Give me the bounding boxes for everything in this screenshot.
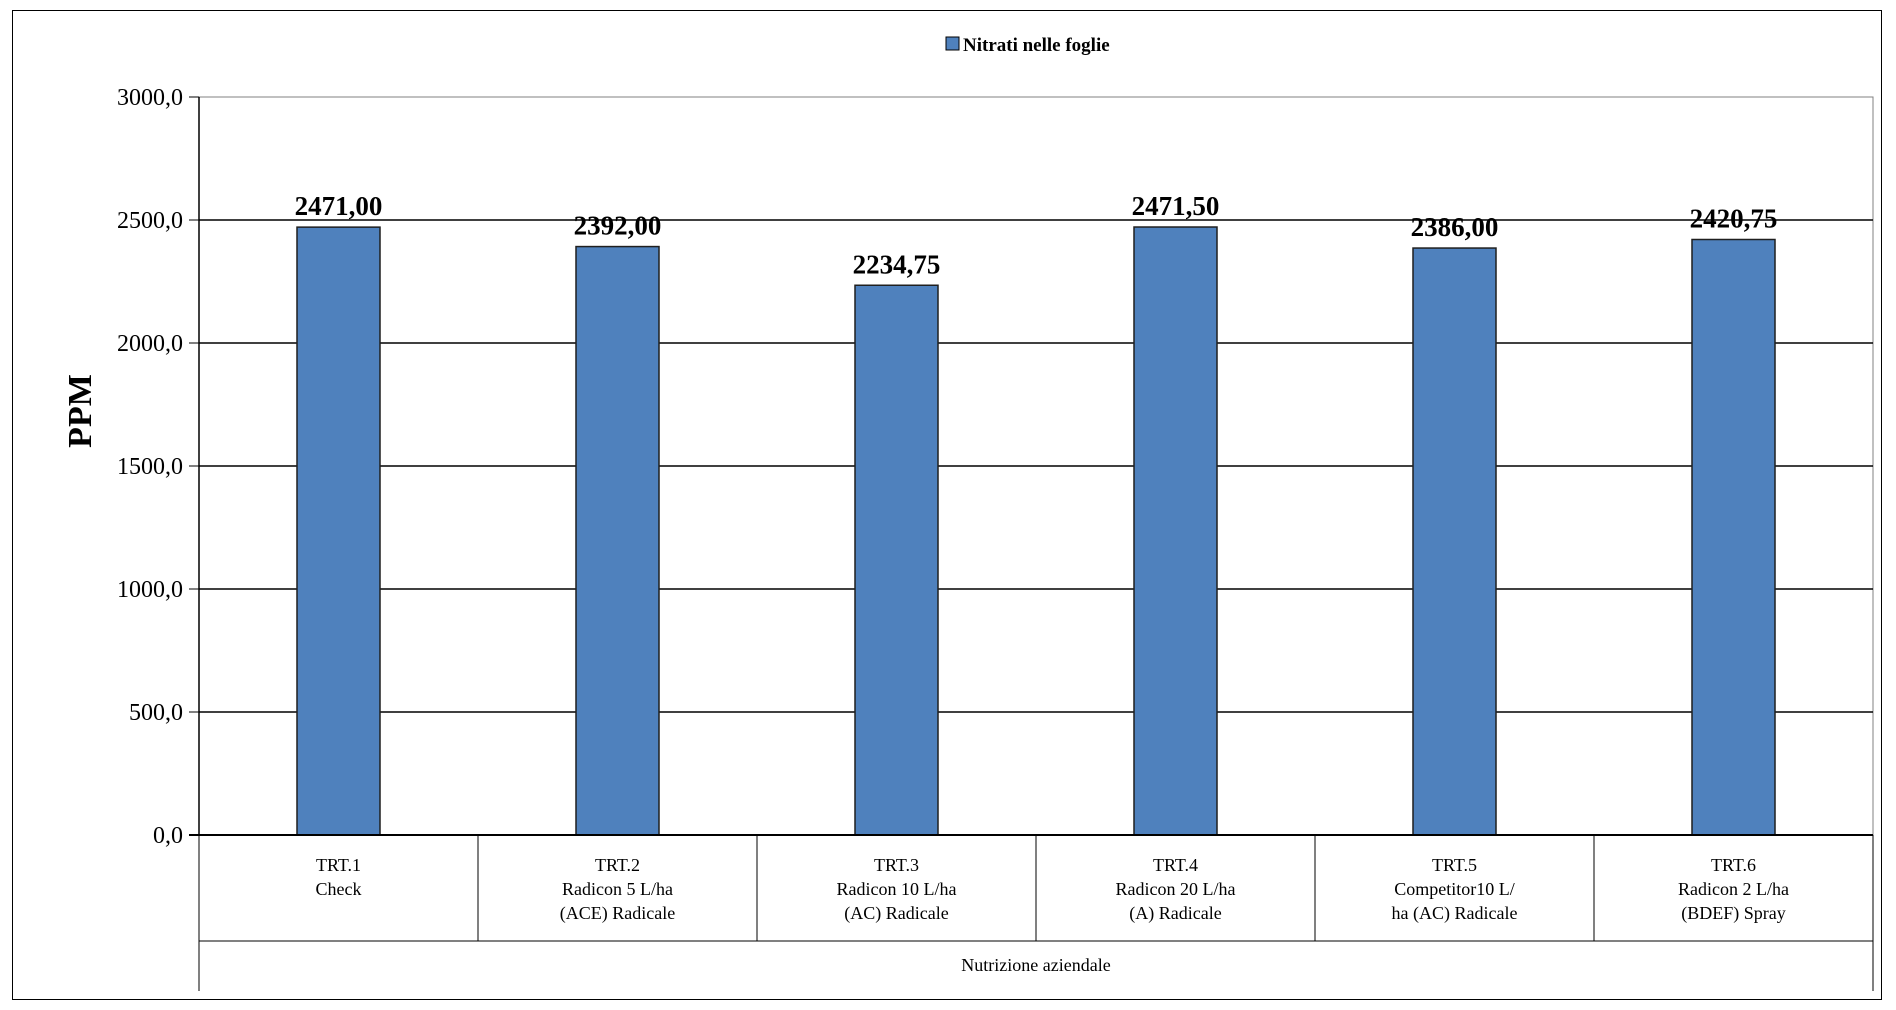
x-tick-label-line: Radicon 5 L/ha [562, 879, 673, 899]
x-tick-label-line: TRT.3 [874, 855, 919, 875]
legend: Nitrati nelle foglie [945, 35, 1110, 56]
x-tick-label: TRT.4 Radicon 20 L/ha (A) Radicale [1116, 855, 1236, 924]
bar [854, 284, 939, 836]
y-tick-label: 0,0 [153, 823, 183, 849]
x-tick-label: TRT.5 Competitor10 L/ha (AC) Radicale [1392, 855, 1518, 924]
gridlines [199, 219, 1873, 713]
x-tick-label-line: (ACE) Radicale [560, 903, 675, 924]
x-tick-label-line: TRT.5 [1432, 855, 1477, 875]
data-label: 2471,50 [1132, 191, 1220, 221]
data-label: 2420,75 [1690, 203, 1778, 233]
data-label: 2392,00 [574, 211, 662, 241]
y-tick-label: 500,0 [129, 700, 183, 726]
bar [1133, 226, 1218, 836]
x-tick-label-line: TRT.1 [316, 855, 361, 875]
bars [296, 226, 1776, 836]
x-tick-label: TRT.2 Radicon 5 L/ha (ACE) Radicale [560, 855, 675, 924]
y-tick-label: 2500,0 [117, 208, 183, 234]
chart-frame: 0,0 500,0 1000,0 1500,0 2000,0 2500,0 3000,0 2… [12, 10, 1882, 1000]
bar [575, 245, 660, 836]
bar-chart: 0,0 500,0 1000,0 1500,0 2000,0 2500,0 3000,0 2… [62, 35, 1874, 991]
data-label: 2234,75 [853, 249, 941, 279]
x-tick-label-line: Competitor10 L/ [1394, 879, 1515, 899]
legend-label: Nitrati nelle foglie [963, 35, 1110, 56]
y-tick-label: 1500,0 [117, 454, 183, 480]
x-tick-label-line: Radicon 2 L/ha [1678, 879, 1789, 899]
x-tick-label-line: ha (AC) Radicale [1392, 903, 1518, 924]
x-axis: TRT.1 Check TRT.2 Radicon 5 L/ha (ACE) Radic… [189, 834, 1874, 991]
y-tick-label: 2000,0 [117, 331, 183, 357]
x-tick-label: TRT.1 Check [316, 855, 362, 899]
x-tick-label-line: (BDEF) Spray [1681, 903, 1786, 924]
x-tick-label-line: TRT.4 [1153, 855, 1198, 875]
x-tick-label: TRT.3 Radicon 10 L/ha (AC) Radicale [837, 855, 957, 924]
x-tick-label-line: TRT.2 [595, 855, 640, 875]
legend-swatch [945, 36, 960, 51]
x-tick-label-line: Radicon 20 L/ha [1116, 879, 1236, 899]
x-tick-label-line: Radicon 10 L/ha [837, 879, 957, 899]
data-labels: 2471,00 2392,00 2234,75 2471,50 2386,00 2420,… [295, 191, 1778, 279]
y-tick-label: 1000,0 [117, 577, 183, 603]
data-label: 2471,00 [295, 191, 383, 221]
bar [296, 226, 381, 836]
y-tick-label: 3000,0 [117, 85, 183, 111]
bar [1412, 247, 1497, 836]
x-tick-label-line: (A) Radicale [1129, 903, 1221, 924]
x-tick-label-line: TRT.6 [1711, 855, 1756, 875]
data-label: 2386,00 [1411, 212, 1499, 242]
y-axis: 0,0 500,0 1000,0 1500,0 2000,0 2500,0 3000,0 [117, 85, 200, 849]
x-tick-label-line: Check [316, 879, 362, 899]
x-group-label: Nutrizione aziendale [961, 955, 1110, 975]
bar [1691, 238, 1776, 836]
y-axis-title: PPM [62, 374, 99, 448]
x-tick-label-line: (AC) Radicale [844, 903, 948, 924]
x-tick-label: TRT.6 Radicon 2 L/ha (BDEF) Spray [1678, 855, 1789, 924]
